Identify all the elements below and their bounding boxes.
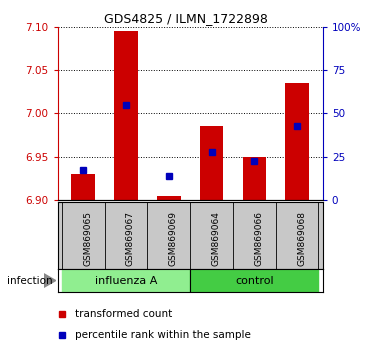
Text: GSM869066: GSM869066 [254, 211, 263, 266]
Text: GSM869064: GSM869064 [211, 211, 220, 266]
Text: GSM869068: GSM869068 [297, 211, 306, 266]
Text: influenza A: influenza A [95, 275, 157, 286]
Bar [200, 126, 223, 200]
Text: GSM869069: GSM869069 [169, 211, 178, 266]
Bar [285, 83, 309, 200]
Bar [243, 157, 266, 200]
Bar [157, 196, 181, 200]
Bar [114, 31, 138, 200]
Text: GDS4825 / ILMN_1722898: GDS4825 / ILMN_1722898 [104, 12, 267, 25]
Text: transformed count: transformed count [75, 309, 172, 319]
Polygon shape [44, 274, 56, 287]
Text: GSM869065: GSM869065 [83, 211, 92, 266]
Text: control: control [235, 275, 274, 286]
Text: percentile rank within the sample: percentile rank within the sample [75, 330, 250, 341]
Bar [71, 174, 95, 200]
Text: GSM869067: GSM869067 [126, 211, 135, 266]
Text: infection: infection [7, 275, 53, 286]
